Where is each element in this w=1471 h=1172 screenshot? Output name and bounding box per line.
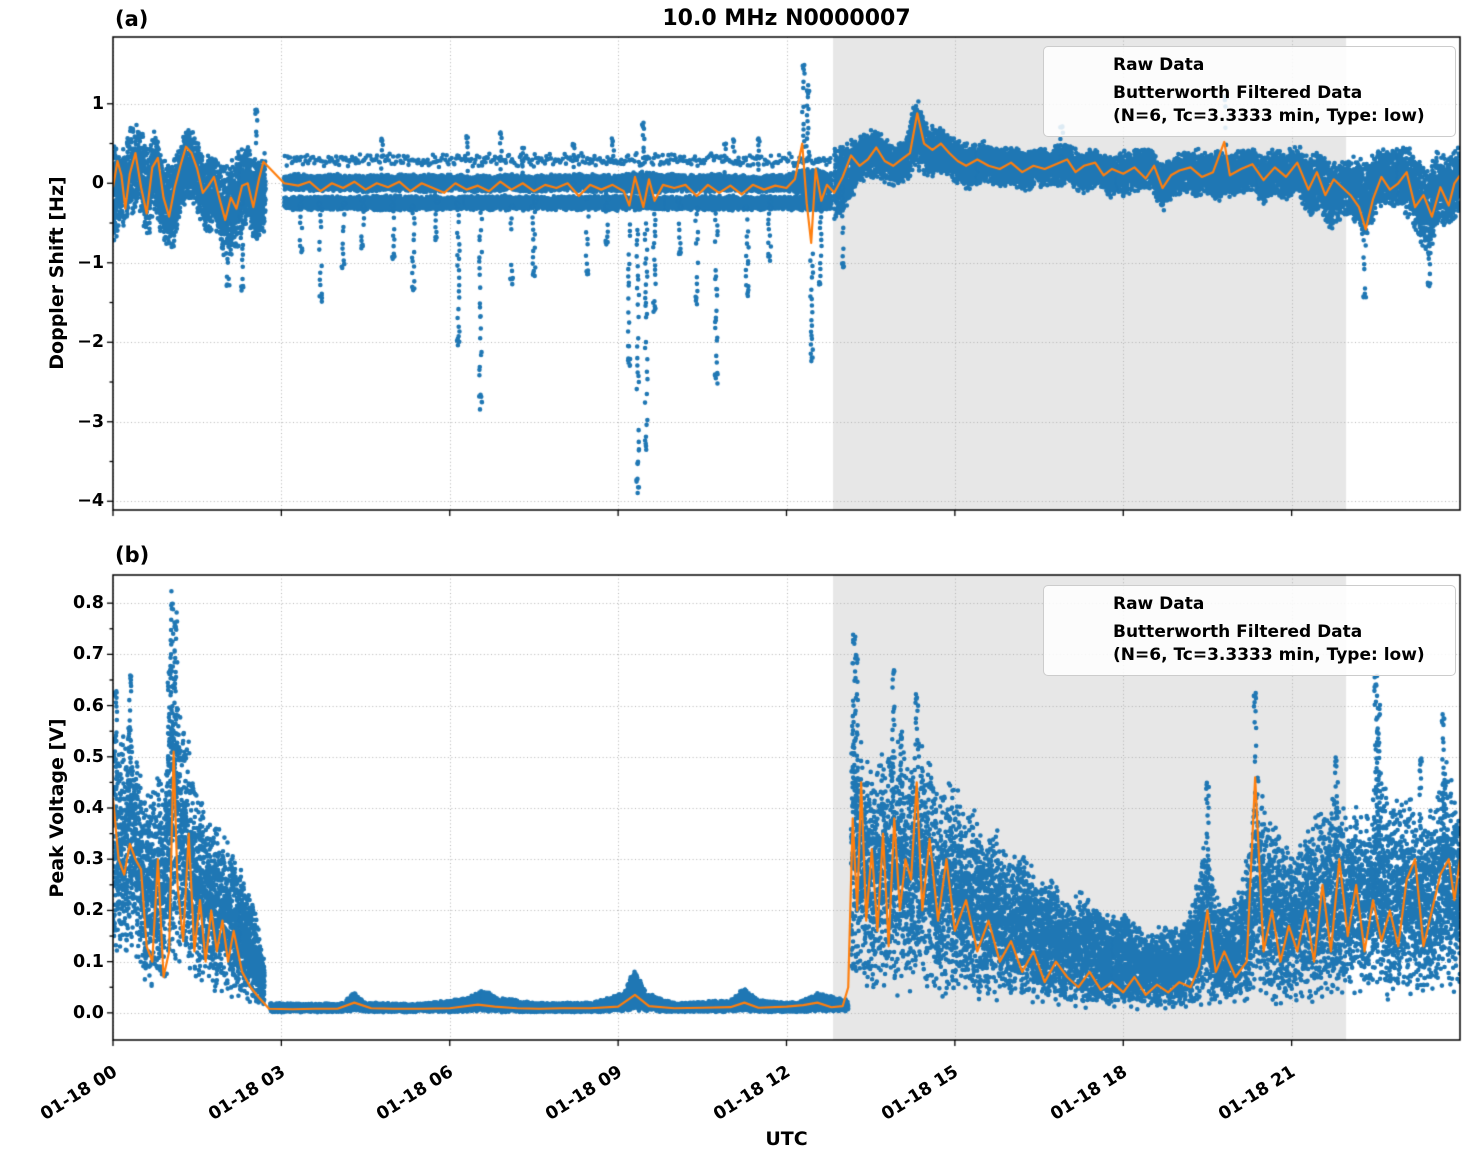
legend-panel-b: Raw Data Butterworth Filtered Data (N=6, …	[1043, 585, 1456, 676]
y-tick-label-b: 0.2	[72, 900, 104, 921]
chart-title: 10.0 MHz N0000007	[662, 6, 911, 31]
legend-filtered-label-line1: Butterworth Filtered Data	[1113, 83, 1363, 103]
legend-row-raw: Raw Data	[1055, 593, 1444, 616]
y-tick-label-b: 0.7	[72, 644, 104, 665]
legend-row-raw: Raw Data	[1055, 54, 1444, 77]
legend-filtered-label: Butterworth Filtered Data (N=6, Tc=3.3333…	[1113, 621, 1425, 667]
panel-a-tag: (a)	[115, 7, 149, 31]
y-tick-label-b: 0.6	[72, 695, 104, 716]
legend-row-filtered: Butterworth Filtered Data (N=6, Tc=3.3333…	[1055, 621, 1444, 667]
filtered-line-marker-icon	[1061, 642, 1107, 646]
legend-panel-a: Raw Data Butterworth Filtered Data (N=6, …	[1043, 46, 1456, 137]
y-tick-label-a: 0	[91, 173, 104, 194]
y-tick-label-b: 0.3	[72, 849, 104, 870]
y-tick-label-b: 0.1	[72, 951, 104, 972]
legend-filtered-label-line2: (N=6, Tc=3.3333 min, Type: low)	[1113, 645, 1425, 665]
y-axis-label-doppler: Doppler Shift [Hz]	[46, 176, 68, 370]
legend-raw-data-label: Raw Data	[1113, 55, 1205, 75]
y-tick-label-b: 0.0	[72, 1002, 104, 1023]
legend-filtered-label-line1: Butterworth Filtered Data	[1113, 622, 1363, 642]
y-axis-label-voltage: Peak Voltage [V]	[46, 718, 68, 898]
x-axis-label: UTC	[765, 1128, 808, 1150]
y-tick-label-a: −4	[77, 491, 104, 512]
legend-filtered-label: Butterworth Filtered Data (N=6, Tc=3.3333…	[1113, 82, 1425, 128]
panel-b-tag: (b)	[115, 543, 150, 567]
y-tick-label-b: 0.4	[72, 798, 104, 818]
y-tick-label-a: −1	[77, 252, 104, 273]
raw-data-marker-icon	[1080, 62, 1088, 70]
legend-raw-data-label: Raw Data	[1113, 594, 1205, 614]
y-tick-label-a: 1	[91, 93, 104, 114]
raw-data-marker-icon	[1080, 601, 1088, 609]
y-tick-label-a: −3	[77, 411, 104, 432]
legend-row-filtered: Butterworth Filtered Data (N=6, Tc=3.3333…	[1055, 82, 1444, 128]
y-tick-label-b: 0.5	[72, 746, 104, 767]
y-tick-label-b: 0.8	[72, 593, 104, 614]
y-tick-label-a: −2	[77, 332, 104, 353]
filtered-line-marker-icon	[1061, 103, 1107, 107]
legend-filtered-label-line2: (N=6, Tc=3.3333 min, Type: low)	[1113, 106, 1425, 126]
